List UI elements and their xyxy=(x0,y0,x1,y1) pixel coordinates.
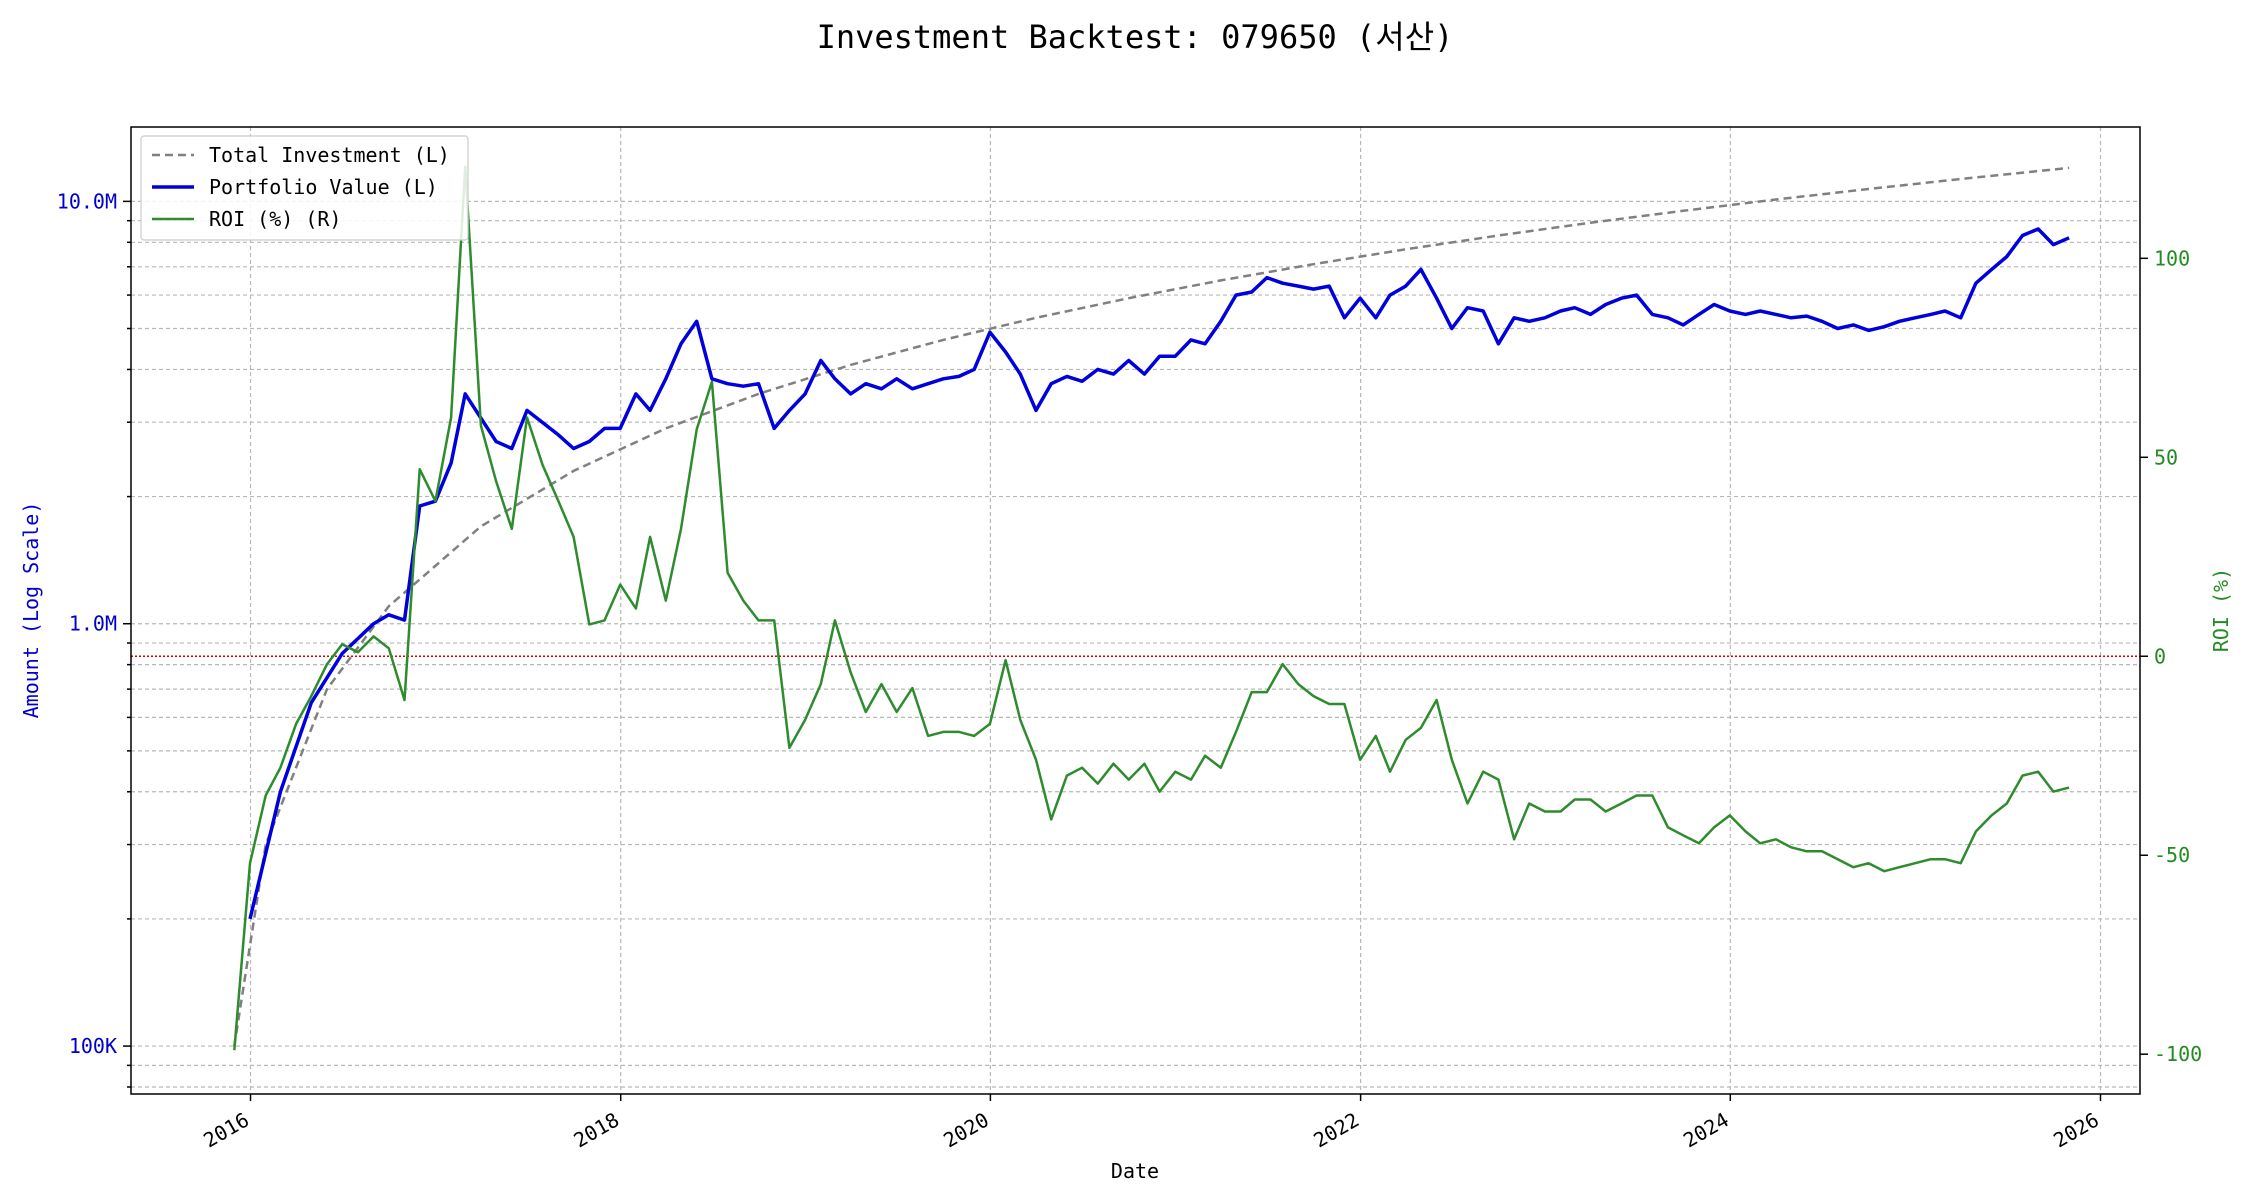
x-tick-label: 2020 xyxy=(939,1108,993,1153)
grid xyxy=(131,127,2140,1094)
x-tick-label: 2016 xyxy=(199,1108,253,1153)
x-tick-label: 2022 xyxy=(1309,1108,1363,1153)
y-axis-right-label: ROI (%) xyxy=(2209,568,2233,652)
legend-label-portfolio-value: Portfolio Value (L) xyxy=(209,175,438,199)
roi-line xyxy=(233,165,2070,1051)
legend-label-roi: ROI (%) (R) xyxy=(209,207,341,231)
y-axis-right: -100 -50 0 50 100 xyxy=(2140,246,2202,1066)
legend-box xyxy=(140,135,469,241)
x-tick-label: 2018 xyxy=(569,1108,623,1153)
series-lines xyxy=(233,165,2070,1051)
x-axis-label: Date xyxy=(1111,1159,1159,1183)
total-investment-line xyxy=(233,166,2070,1047)
y-right-tick-label: -100 xyxy=(2154,1042,2202,1066)
x-tick-label: 2024 xyxy=(1679,1108,1733,1153)
y-right-tick-label: 100 xyxy=(2154,246,2190,270)
x-axis: 2016 2018 2020 2022 2024 2026 xyxy=(199,1094,2103,1152)
y-left-tick-label: 10.0M xyxy=(57,189,117,213)
x-tick-label: 2026 xyxy=(2049,1108,2103,1153)
y-right-tick-label: 50 xyxy=(2154,445,2178,469)
y-axis-left: 100K 1.0M 10.0M xyxy=(57,189,131,1088)
portfolio-value-line xyxy=(248,227,2070,920)
legend: Total Investment (L) Portfolio Value (L)… xyxy=(140,135,469,241)
legend-label-total-investment: Total Investment (L) xyxy=(209,143,450,167)
plot-frame xyxy=(130,126,2141,1095)
y-left-tick-label: 1.0M xyxy=(69,612,117,636)
y-axis-left-label: Amount (Log Scale) xyxy=(19,502,43,719)
y-right-tick-label: 0 xyxy=(2154,644,2166,668)
chart-title: Investment Backtest: 079650 (서산) xyxy=(817,18,1454,56)
y-left-tick-label: 100K xyxy=(69,1034,117,1058)
y-right-tick-label: -50 xyxy=(2154,843,2190,867)
